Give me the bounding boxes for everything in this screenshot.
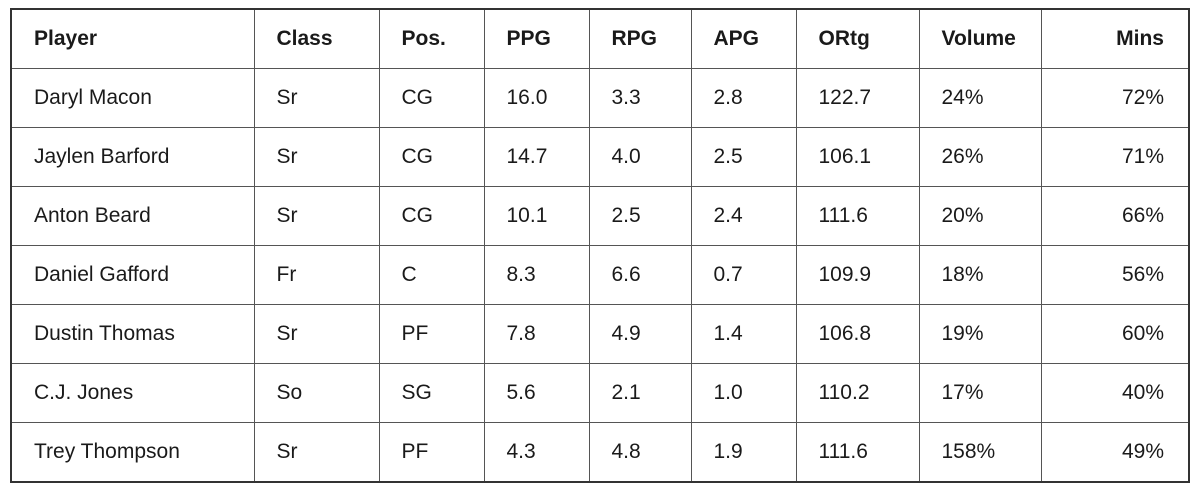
table-cell: 106.1 [795, 127, 920, 187]
column-header: PPG [483, 8, 590, 69]
table-cell: Sr [253, 304, 380, 364]
table-head: Player Class Pos. PPG RPG APG ORtg Volume Mins [10, 8, 1190, 69]
table-cell: 6.6 [588, 245, 692, 305]
table-cell: CG [378, 186, 485, 246]
table-cell: 106.8 [795, 304, 920, 364]
table-cell: 66% [1040, 186, 1190, 246]
table-cell: Anton Beard [10, 186, 255, 246]
table-cell: 2.8 [690, 68, 797, 128]
table-cell: 16.0 [483, 68, 590, 128]
table-cell: 10.1 [483, 186, 590, 246]
table-row: Dustin Thomas Sr PF 7.8 4.9 1.4 106.8 19% 60% [10, 304, 1190, 364]
table-cell: Sr [253, 127, 380, 187]
table-cell: 111.6 [795, 422, 920, 483]
table-cell: Daniel Gafford [10, 245, 255, 305]
table-cell: 1.4 [690, 304, 797, 364]
table-row: Daryl Macon Sr CG 16.0 3.3 2.8 122.7 24% 72% [10, 68, 1190, 128]
table-cell: C [378, 245, 485, 305]
table-cell: 20% [918, 186, 1042, 246]
table-cell: PF [378, 304, 485, 364]
table-cell: 40% [1040, 363, 1190, 423]
header-row: Player Class Pos. PPG RPG APG ORtg Volume Mins [10, 8, 1190, 69]
table-cell: 14.7 [483, 127, 590, 187]
table-cell: Jaylen Barford [10, 127, 255, 187]
table-cell: 2.1 [588, 363, 692, 423]
column-header: APG [690, 8, 797, 69]
table-cell: So [253, 363, 380, 423]
table-cell: 110.2 [795, 363, 920, 423]
table-cell: 2.4 [690, 186, 797, 246]
table-cell: 2.5 [690, 127, 797, 187]
column-header: RPG [588, 8, 692, 69]
table-cell: 158% [918, 422, 1042, 483]
table-body: Daryl Macon Sr CG 16.0 3.3 2.8 122.7 24% 72% Jayl… [10, 68, 1190, 483]
table-cell: 4.3 [483, 422, 590, 483]
table-cell: 17% [918, 363, 1042, 423]
table-row: Jaylen Barford Sr CG 14.7 4.0 2.5 106.1 26% 71% [10, 127, 1190, 187]
column-header: ORtg [795, 8, 920, 69]
table-cell: 8.3 [483, 245, 590, 305]
table-cell: 72% [1040, 68, 1190, 128]
column-header: Class [253, 8, 380, 69]
table-cell: 24% [918, 68, 1042, 128]
column-header: Pos. [378, 8, 485, 69]
table-cell: 4.0 [588, 127, 692, 187]
table-cell: Dustin Thomas [10, 304, 255, 364]
table-cell: 2.5 [588, 186, 692, 246]
table-cell: CG [378, 127, 485, 187]
table-row: Trey Thompson Sr PF 4.3 4.8 1.9 111.6 158% 49% [10, 422, 1190, 483]
table-cell: 56% [1040, 245, 1190, 305]
table-cell: 5.6 [483, 363, 590, 423]
table-cell: 122.7 [795, 68, 920, 128]
table-cell: 71% [1040, 127, 1190, 187]
table-cell: C.J. Jones [10, 363, 255, 423]
table-cell: 19% [918, 304, 1042, 364]
stats-table: Player Class Pos. PPG RPG APG ORtg Volume Mins D… [10, 8, 1190, 483]
table-cell: 18% [918, 245, 1042, 305]
table-cell: 109.9 [795, 245, 920, 305]
table-cell: SG [378, 363, 485, 423]
table-cell: 1.9 [690, 422, 797, 483]
table-cell: Sr [253, 186, 380, 246]
table-cell: 26% [918, 127, 1042, 187]
table-cell: 49% [1040, 422, 1190, 483]
table-cell: 4.9 [588, 304, 692, 364]
table-cell: 4.8 [588, 422, 692, 483]
table-cell: 1.0 [690, 363, 797, 423]
table-cell: Sr [253, 68, 380, 128]
table-cell: PF [378, 422, 485, 483]
column-header: Player [10, 8, 255, 69]
table-cell: Sr [253, 422, 380, 483]
table-cell: 111.6 [795, 186, 920, 246]
table-row: Daniel Gafford Fr C 8.3 6.6 0.7 109.9 18% 56% [10, 245, 1190, 305]
column-header: Mins [1040, 8, 1190, 69]
table-cell: CG [378, 68, 485, 128]
table-cell: 0.7 [690, 245, 797, 305]
column-header: Volume [918, 8, 1042, 69]
table-cell: Daryl Macon [10, 68, 255, 128]
table-cell: 3.3 [588, 68, 692, 128]
table-row: C.J. Jones So SG 5.6 2.1 1.0 110.2 17% 40% [10, 363, 1190, 423]
table-cell: 7.8 [483, 304, 590, 364]
table-cell: Fr [253, 245, 380, 305]
table-cell: Trey Thompson [10, 422, 255, 483]
table-cell: 60% [1040, 304, 1190, 364]
table-row: Anton Beard Sr CG 10.1 2.5 2.4 111.6 20% 66% [10, 186, 1190, 246]
